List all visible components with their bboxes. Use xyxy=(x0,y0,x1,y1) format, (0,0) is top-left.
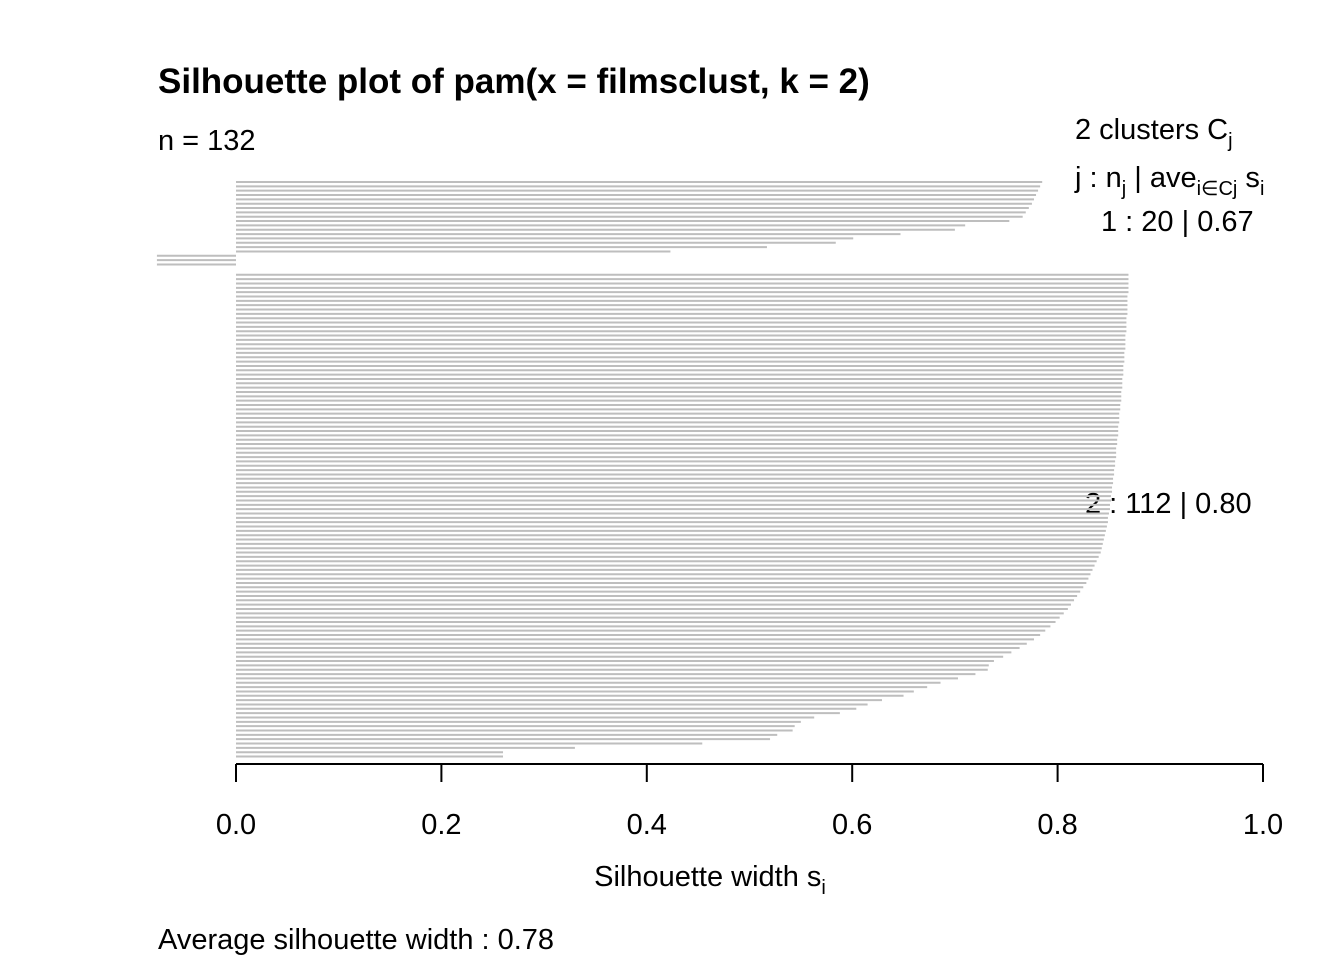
x-tick-label: 0.0 xyxy=(216,809,256,841)
x-tick-label: 0.6 xyxy=(832,809,872,841)
x-tick-label: 0.2 xyxy=(421,809,461,841)
x-tick-label: 1.0 xyxy=(1243,809,1283,841)
x-tick-label: 0.4 xyxy=(627,809,667,841)
n-label: n = 132 xyxy=(158,125,256,157)
x-axis: 0.0 0.2 0.4 0.6 0.8 1.0 xyxy=(216,763,1283,841)
average-silhouette-width: Average silhouette width : 0.78 xyxy=(158,924,554,956)
legend-header: 2 clusters Cj xyxy=(1075,114,1233,152)
x-axis-label: Silhouette width si xyxy=(594,861,826,899)
cluster-1-label: 1 : 20 | 0.67 xyxy=(1101,206,1254,238)
legend: 2 clusters Cj j : nj | avei∈Cj si 1 : 20… xyxy=(1074,114,1264,520)
x-tick-label: 0.8 xyxy=(1037,809,1077,841)
chart-title: Silhouette plot of pam(x = filmsclust, k… xyxy=(158,62,870,101)
legend-subheader: j : nj | avei∈Cj si xyxy=(1074,162,1264,200)
silhouette-bars xyxy=(156,181,1129,758)
cluster-2-label: 2 : 112 | 0.80 xyxy=(1085,488,1252,520)
